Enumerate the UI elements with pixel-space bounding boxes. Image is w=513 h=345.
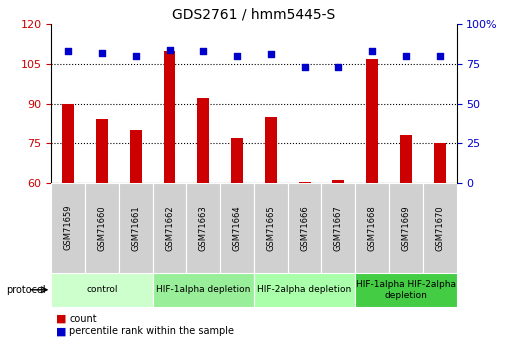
Bar [51, 273, 152, 307]
Text: GSM71659: GSM71659 [64, 205, 73, 250]
Bar [400, 135, 412, 183]
Text: GSM71660: GSM71660 [97, 205, 107, 250]
Point [334, 64, 343, 70]
Point [165, 47, 173, 52]
Point [98, 50, 106, 56]
Text: ■: ■ [56, 326, 67, 336]
Bar [186, 183, 220, 273]
Bar [423, 183, 457, 273]
Bar [96, 119, 108, 183]
Bar [265, 117, 277, 183]
Bar [119, 183, 153, 273]
Bar [62, 104, 74, 183]
Text: protocol: protocol [7, 285, 46, 295]
Bar [51, 183, 85, 273]
Text: HIF-1alpha HIF-2alpha
depletion: HIF-1alpha HIF-2alpha depletion [356, 280, 456, 299]
Point [132, 53, 140, 59]
Bar [254, 183, 288, 273]
Bar [152, 273, 254, 307]
Bar [322, 183, 355, 273]
Point [199, 48, 207, 54]
Text: HIF-2alpha depletion: HIF-2alpha depletion [258, 285, 352, 294]
Text: GSM71666: GSM71666 [300, 205, 309, 250]
Bar [299, 181, 310, 183]
Text: ■: ■ [56, 314, 67, 324]
Bar [366, 59, 378, 183]
Text: HIF-1alpha depletion: HIF-1alpha depletion [156, 285, 250, 294]
Bar [355, 183, 389, 273]
Text: GSM71669: GSM71669 [401, 205, 410, 250]
Bar [130, 130, 142, 183]
Text: GSM71667: GSM71667 [334, 205, 343, 250]
Point [301, 64, 309, 70]
Text: GSM71663: GSM71663 [199, 205, 208, 250]
Text: GSM71668: GSM71668 [368, 205, 377, 250]
Bar [355, 273, 457, 307]
Bar [220, 183, 254, 273]
Bar [332, 180, 344, 183]
Bar [389, 183, 423, 273]
Point [368, 48, 376, 54]
Text: control: control [86, 285, 117, 294]
Bar [164, 51, 175, 183]
Text: GSM71662: GSM71662 [165, 205, 174, 250]
Bar [231, 138, 243, 183]
Bar [198, 98, 209, 183]
Bar [85, 183, 119, 273]
Point [436, 53, 444, 59]
Point [267, 51, 275, 57]
Text: GSM71664: GSM71664 [232, 205, 242, 250]
Text: GSM71661: GSM71661 [131, 205, 140, 250]
Point [402, 53, 410, 59]
Text: count: count [69, 314, 97, 324]
Text: GSM71665: GSM71665 [266, 205, 275, 250]
Text: percentile rank within the sample: percentile rank within the sample [69, 326, 234, 336]
Bar [254, 273, 355, 307]
Bar [434, 143, 446, 183]
Bar [288, 183, 322, 273]
Text: GSM71670: GSM71670 [435, 205, 444, 250]
Point [233, 53, 241, 59]
Title: GDS2761 / hmm5445-S: GDS2761 / hmm5445-S [172, 8, 336, 22]
Bar [152, 183, 186, 273]
Point [64, 48, 72, 54]
